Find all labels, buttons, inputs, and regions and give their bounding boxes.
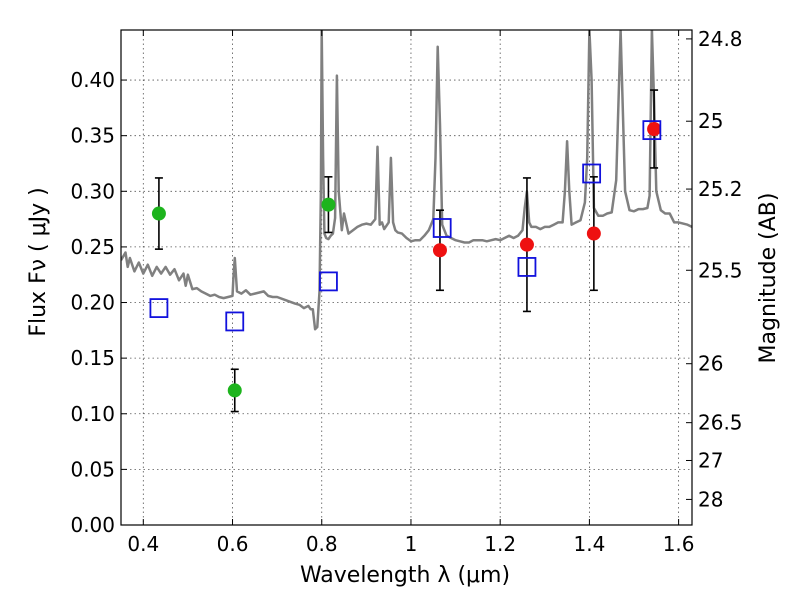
data-point: [321, 197, 336, 212]
y-axis-label-right: Magnitude (AB): [756, 193, 781, 364]
model-square: [432, 218, 452, 238]
x-tick-label: 0.4: [127, 532, 159, 556]
model-square: [642, 120, 662, 141]
x-tick-label: 0.6: [217, 532, 249, 556]
x-tick-label: 1: [405, 532, 418, 556]
plot-frame: [120, 29, 693, 526]
right-tick-label: 25.5: [698, 258, 743, 282]
spectrum-layer: [121, 30, 692, 331]
data-point: [151, 206, 166, 221]
data-point: [519, 237, 534, 252]
model-square: [582, 163, 602, 184]
model-square: [319, 271, 338, 292]
data-point: [227, 383, 242, 398]
spectrum-line: [121, 30, 692, 331]
y-tick-label: 0.15: [70, 346, 115, 370]
y-tick-label: 0.25: [70, 235, 115, 259]
y-tick-label: 0.00: [70, 513, 115, 537]
x-tick-label: 1.6: [663, 532, 695, 556]
right-tick-label: 25.2: [698, 177, 743, 201]
model-square: [225, 311, 245, 332]
right-tick-label: 25: [698, 109, 723, 133]
right-tick-label: 28: [698, 487, 723, 511]
x-tick-label: 1.4: [573, 532, 605, 556]
grid: [121, 30, 692, 526]
model-square: [517, 257, 537, 277]
ticks-layer: 0.4 0.6 0.8 1 1.2 1.4 1.6 0.00 0.05 0.10 0.15 0.20 0…: [70, 27, 742, 556]
y-tick-label: 0.40: [70, 68, 115, 92]
data-point: [586, 226, 601, 241]
right-tick-label: 27: [698, 448, 723, 472]
points-layer: [149, 89, 662, 413]
x-axis-label: Wavelength λ (μm): [300, 563, 510, 588]
y-tick-label: 0.10: [70, 402, 115, 426]
y-axis-label: Flux Fν ( μJy ): [26, 187, 51, 336]
data-point: [432, 243, 447, 258]
right-tick-label: 24.8: [698, 27, 743, 51]
x-tick-label: 1.2: [484, 532, 516, 556]
y-tick-label: 0.30: [70, 179, 115, 203]
model-square: [149, 298, 169, 318]
y-tick-label: 0.20: [70, 291, 115, 315]
data-point: [647, 122, 662, 136]
right-tick-label: 26.5: [698, 411, 743, 435]
x-tick-label: 0.8: [306, 532, 338, 556]
y-tick-label: 0.05: [70, 457, 115, 481]
right-tick-label: 26: [698, 352, 723, 376]
y-tick-label: 0.35: [70, 124, 115, 148]
